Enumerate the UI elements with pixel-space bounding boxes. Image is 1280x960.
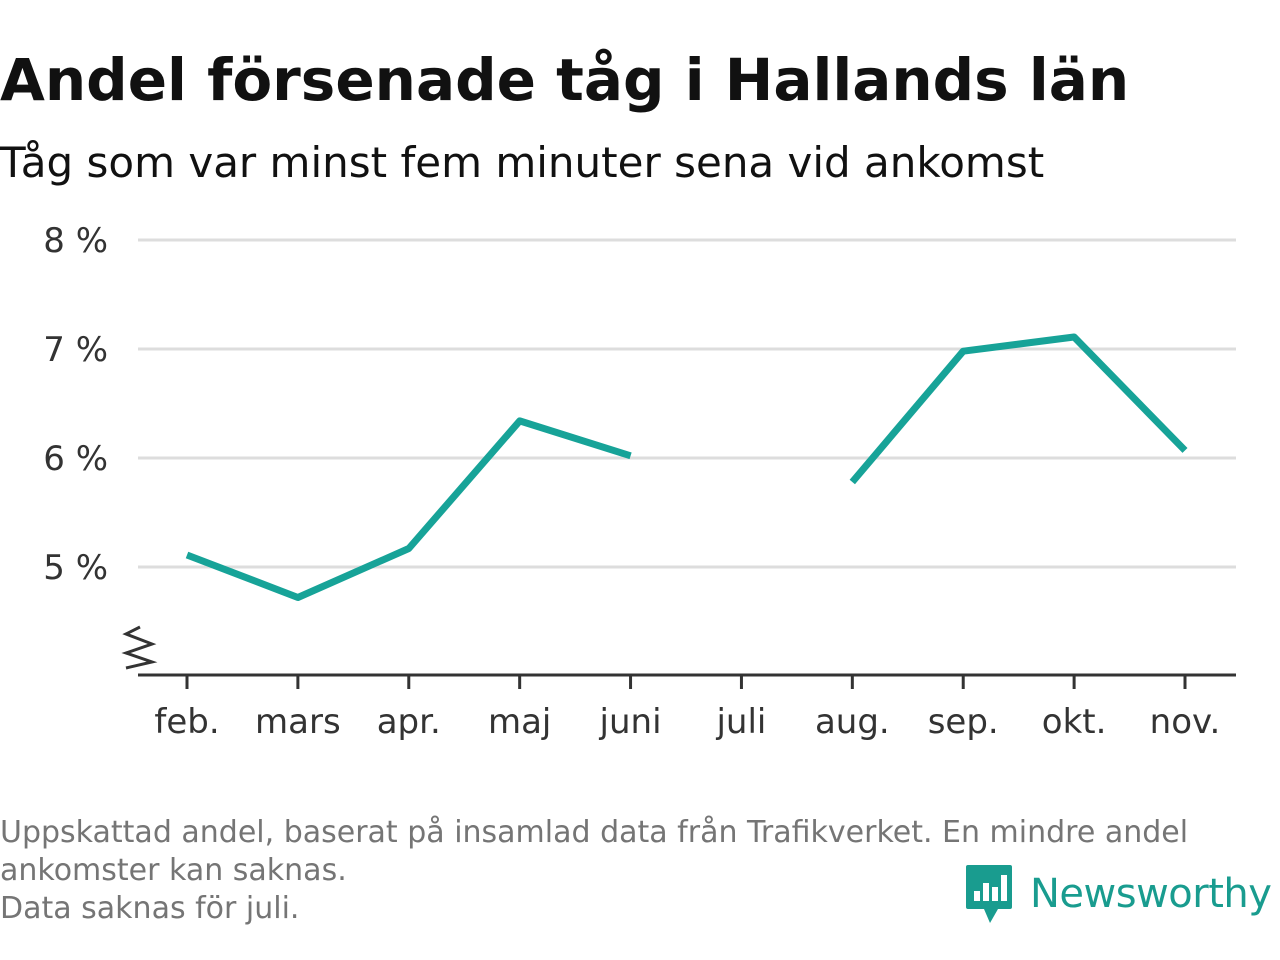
series-0-segment-0 [185, 417, 632, 601]
chart-title: Andel försenade tåg i Hallands län [0, 46, 1130, 114]
x-tick-label: okt. [1042, 702, 1107, 742]
x-tick-label: mars [255, 702, 341, 742]
note-line-1: Uppskattad andel, baserat på insamlad da… [0, 815, 1189, 850]
series-lines [185, 333, 1188, 601]
x-tick-label: maj [488, 702, 551, 742]
note-line-3: Data saknas för juli. [0, 891, 300, 926]
x-tick-label: juni [599, 702, 662, 742]
y-axis-ticks: 5 % 6 % 7 % 8 % [43, 221, 158, 670]
series-0-segment-1 [849, 333, 1188, 485]
x-tick-label: sep. [928, 702, 999, 742]
y-tick-label: 5 % [43, 548, 108, 588]
x-tick-label: aug. [815, 702, 890, 742]
x-tick-label: juli [715, 702, 766, 742]
logo-text: Newsworthy [1030, 871, 1272, 917]
x-axis: feb. mars apr. maj juni juli aug. sep. okt. nov. [138, 673, 1236, 742]
newsworthy-logo: Newsworthy [964, 862, 1272, 926]
gridlines [138, 238, 1236, 569]
y-tick-label: 8 % [43, 221, 108, 261]
y-axis-break-marker [121, 625, 158, 670]
newsworthy-chart-bubble-icon [966, 865, 1012, 923]
x-tick-label: feb. [154, 702, 219, 742]
x-tick-label: nov. [1150, 702, 1221, 742]
y-tick-label: 7 % [43, 330, 108, 370]
note-line-2: ankomster kan saknas. [0, 853, 347, 888]
chart-subtitle: Tåg som var minst fem minuter sena vid a… [0, 138, 1045, 187]
x-tick-label: apr. [377, 702, 441, 742]
chart-notes: Uppskattad andel, baserat på insamlad da… [0, 814, 1270, 928]
y-tick-label: 6 % [43, 439, 108, 479]
